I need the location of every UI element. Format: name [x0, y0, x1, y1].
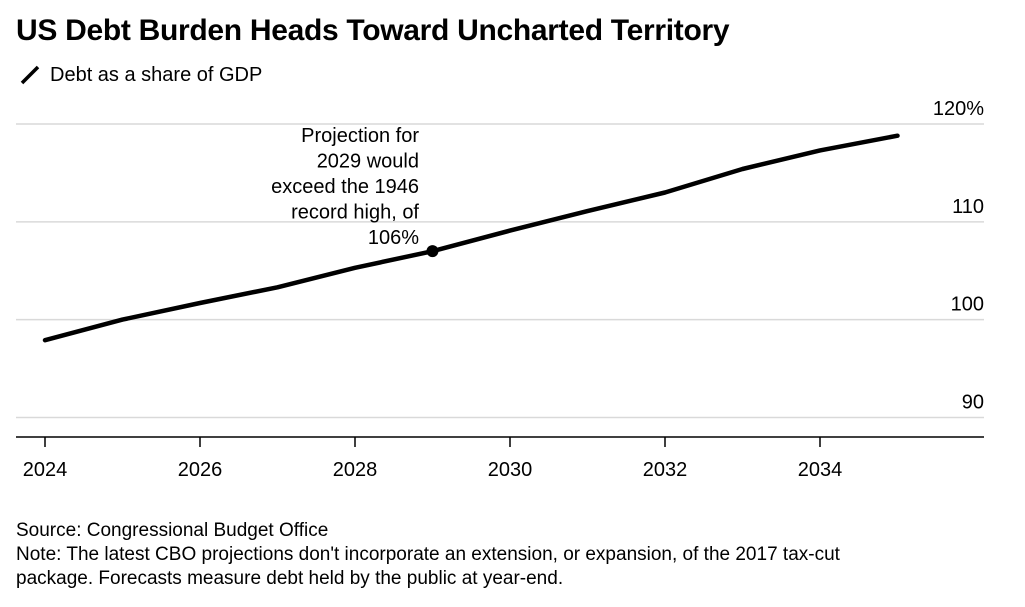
annotation-text-line-3: exceed the 1946	[271, 176, 419, 198]
data-point-2026	[198, 301, 202, 305]
x-tick-label-2028: 2028	[333, 459, 378, 481]
x-tick-label-2030: 2030	[488, 459, 533, 481]
source-note: Source: Congressional Budget Office	[16, 520, 329, 541]
data-point-2033	[741, 167, 745, 171]
y-tick-label-90: 90	[962, 391, 984, 413]
y-tick-label-110: 110	[952, 196, 984, 218]
x-tick-label-2024: 2024	[23, 459, 68, 481]
annotation-text-line-1: Projection for	[301, 125, 419, 147]
annotation-text-line-5: 106%	[368, 227, 419, 249]
series-layer	[42, 133, 900, 343]
data-point-2028	[353, 266, 357, 270]
x-tick-label-2032: 2032	[643, 459, 688, 481]
annotation-text-line-2: 2029 would	[317, 151, 419, 173]
data-point-2031	[586, 209, 590, 213]
note-line-2: package. Forecasts measure debt held by …	[16, 568, 564, 589]
series-line-debt-to-gdp	[42, 133, 900, 343]
x-tick-label-2034: 2034	[798, 459, 843, 481]
y-tick-label-120: 120%	[933, 98, 984, 120]
gridlines	[16, 123, 984, 419]
legend-label: Debt as a share of GDP	[50, 63, 263, 86]
chart-title: US Debt Burden Heads Toward Uncharted Te…	[16, 14, 730, 47]
x-axis	[16, 436, 984, 447]
data-point-2027	[276, 285, 280, 289]
data-point-2035	[896, 134, 900, 138]
data-point-2032	[663, 190, 667, 194]
x-tick-label-2026: 2026	[178, 459, 223, 481]
note-line-1: Note: The latest CBO projections don't i…	[16, 544, 840, 565]
line-chart: 90 100 110 120% 2024 2026 2028 2030 2032 2034 Proj…	[16, 98, 984, 481]
data-point-2025	[121, 318, 125, 322]
data-point-2024	[43, 338, 47, 342]
legend-line-icon	[20, 65, 40, 85]
labels-layer: 90 100 110 120% 2024 2026 2028 2030 2032 2034 Proj…	[23, 98, 984, 481]
data-point-2034	[818, 148, 822, 152]
data-point-2030	[508, 229, 512, 233]
legend: Debt as a share of GDP	[18, 62, 262, 88]
y-tick-label-100: 100	[951, 294, 984, 316]
footer: Source: Congressional Budget Office Note…	[16, 519, 1006, 591]
annotation-text-line-4: record high, of	[291, 202, 419, 224]
annotation-marker-2029	[426, 245, 439, 258]
